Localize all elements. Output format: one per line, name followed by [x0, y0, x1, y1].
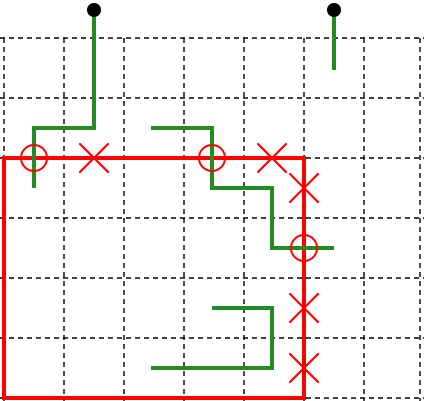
- cross-marker-5: [288, 352, 320, 384]
- circle-markers: [20, 144, 318, 262]
- cross-marker-1: [78, 142, 110, 174]
- cross-marker-2: [256, 142, 288, 174]
- path-segment-upper-middle: [151, 126, 334, 250]
- endpoint-right: [327, 3, 341, 17]
- circle-marker-3: [290, 234, 318, 262]
- path-segment-lower-right-bracket: [151, 306, 274, 370]
- cross-marker-3: [288, 172, 320, 204]
- path-segment-left-hook: [32, 10, 96, 188]
- circle-marker-1: [20, 144, 48, 172]
- cross-markers: [78, 142, 320, 384]
- red-region-boundary: [2, 156, 306, 400]
- cross-marker-4: [288, 292, 320, 324]
- endpoint-left: [87, 3, 101, 17]
- endpoint-markers: [87, 3, 341, 17]
- green-paths: [32, 10, 336, 370]
- circle-marker-2: [198, 144, 226, 172]
